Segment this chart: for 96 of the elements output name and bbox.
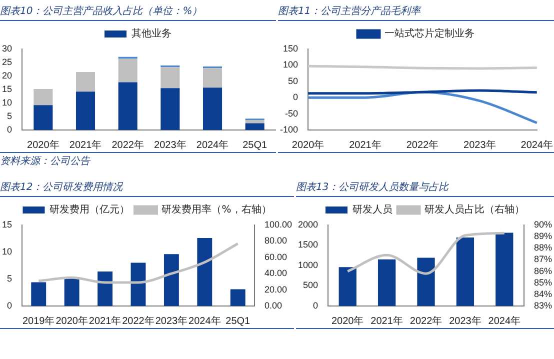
y-tick-label: 30 [2,43,12,54]
y-tick-label: -50 [285,108,298,118]
y-tick-label: 1500 [298,240,318,250]
x-tick-label: 2020年 [292,138,324,151]
bar [417,258,435,306]
y-tick-label: 25 [2,56,12,67]
y-tick-label: 10 [2,246,12,256]
bar [164,254,179,306]
y2-tick-label: 88% [534,242,552,253]
y2-tick-label: 0.00 [264,300,282,310]
x-tick-label: 2024年 [520,138,553,151]
y-tick-label: 10 [2,97,12,108]
y2-tick-label: 90% [534,219,552,230]
y-tick-label: 0 [293,92,298,102]
x-tick-label: 2022年 [410,314,442,327]
text: 资料来源：公司公告 [0,156,90,167]
x-tick-label: 2020年 [56,314,88,327]
y-tick-label: -100 [280,124,298,134]
y-tick-label: 2000 [298,219,318,230]
legend-label: 研发人员占比（右轴） [424,204,524,216]
y2-tick-label: 89% [534,231,552,242]
y2-tick-label: 20.00 [264,284,288,294]
bar [202,88,222,130]
y-tick-label: 0 [313,300,318,310]
x-tick-label: 2022年 [406,138,439,151]
bar [197,238,212,306]
bar [118,82,138,130]
x-tick-label: 2023年 [464,138,496,151]
bar [245,123,264,130]
x-tick-label: 2021年 [88,314,122,327]
y-tick-label: 500 [302,280,318,290]
y2-tick-label: 80.00 [264,236,288,246]
chart-title: 图表11：公司主营分产品毛利率 [278,4,554,21]
bar [160,67,180,88]
y2-tick-label: 84% [534,288,552,299]
y-tick-label: 5 [6,110,12,121]
bar [496,232,514,306]
bar [31,282,46,306]
y2-tick-label: 60.00 [264,252,288,262]
bar [118,58,138,82]
legend-label: 其他业务 [132,28,172,40]
y-tick-label: 50 [288,76,298,86]
x-tick-label: 2022年 [112,138,144,151]
y-tick-label: 1000 [298,260,318,270]
y-tick-label: 0 [6,124,12,134]
bar [34,105,53,130]
y2-tick-label: 87% [534,254,552,264]
legend-label: 研发费用率（%，右轴） [162,204,272,216]
y2-tick-label: 100.00 [264,219,292,230]
x-tick-label: 2024年 [188,314,221,327]
x-tick-label: 2020年 [331,314,364,327]
x-tick-label: 2024年 [196,138,229,151]
y2-tick-label: 40.00 [264,268,288,278]
bar [34,88,53,106]
x-tick-label: 2023年 [449,314,482,327]
y-tick-label: 5 [6,273,12,284]
y-tick-label: 0 [6,300,12,310]
bar [338,267,356,306]
bar [130,262,146,306]
bar [76,92,96,130]
bar [98,271,113,306]
y2-tick-label: 86% [534,266,552,276]
x-tick-label: 2021年 [370,314,403,327]
x-tick-label: 25Q1 [242,140,268,151]
y-tick-label: 150 [282,43,298,54]
y2-tick-label: 85% [534,277,552,288]
bar [456,238,474,306]
x-tick-label: 2021年 [69,138,102,151]
bar [378,259,396,306]
x-tick-label: 25Q1 [226,316,251,327]
x-tick-label: 2023年 [155,314,188,327]
line-series [37,242,240,284]
legend-label: 研发费用（亿元） [50,204,130,216]
x-tick-label: 2019年 [22,314,55,327]
legend-label: 研发人员 [352,204,392,216]
x-tick-label: 2022年 [122,314,154,327]
x-tick-label: 2021年 [349,138,382,151]
x-tick-label: 2024年 [488,314,521,327]
x-tick-label: 2020年 [27,138,60,151]
bar [230,289,246,306]
legend-label: 一站式芯片定制业务 [384,28,474,40]
bar [64,278,80,306]
bar [202,68,222,88]
y-tick-label: 15 [2,219,12,230]
chart-title: 图表13：公司研发人员数量与占比 [296,180,554,197]
bar [245,120,264,124]
y-tick-label: 100 [282,60,298,70]
chart-title: 图表12：公司研发费用情况 [0,180,294,197]
y-tick-label: 15 [2,84,12,94]
x-tick-label: 2023年 [154,138,186,151]
bar [76,72,96,92]
y-tick-label: 20 [2,70,12,80]
chart-title: 图表10：公司主营产品收入占比（单位：%） [0,4,276,21]
line-series [346,232,506,275]
y2-tick-label: 83% [534,300,552,310]
bar [160,88,180,130]
